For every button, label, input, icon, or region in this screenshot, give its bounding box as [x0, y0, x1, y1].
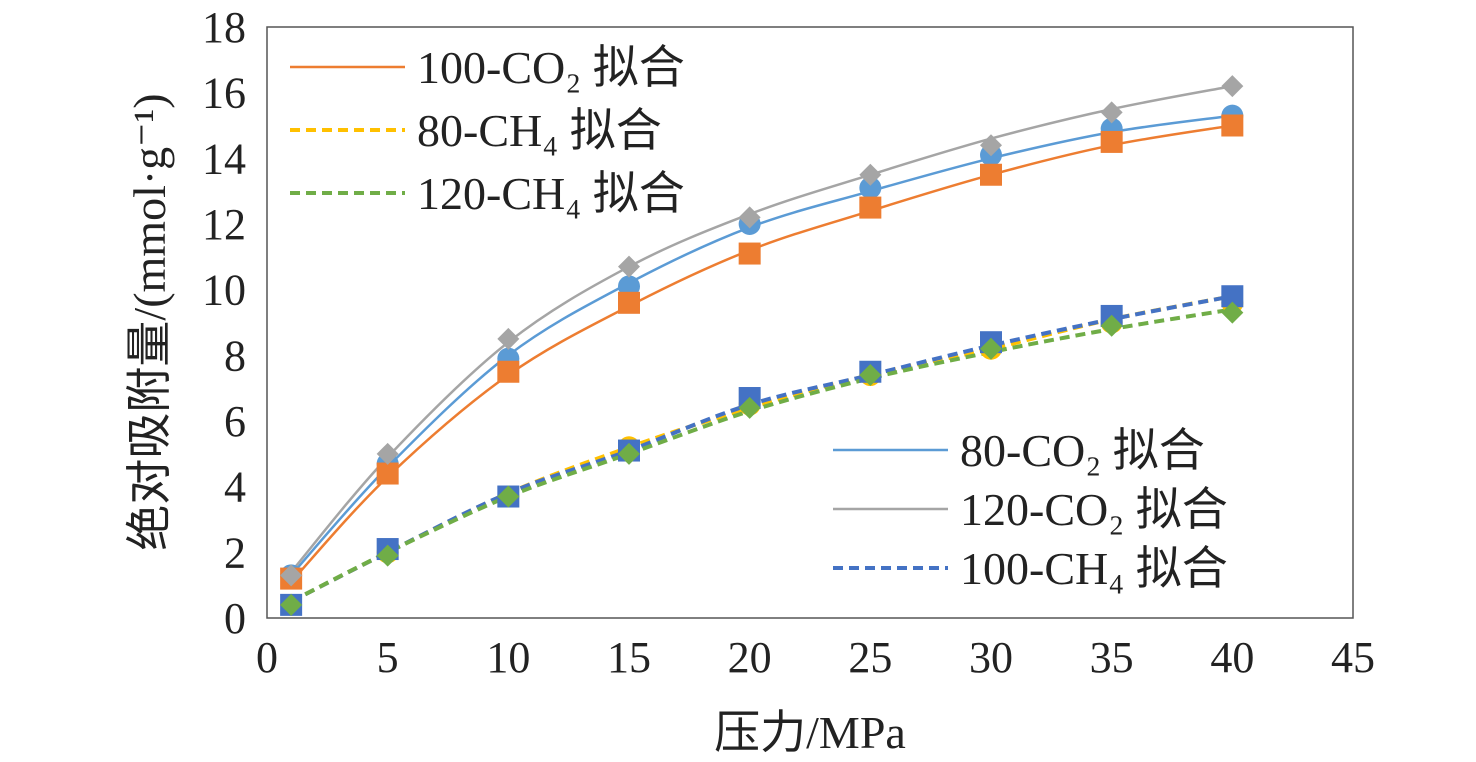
x-tick-labels: 0 5 10 15 20 25 30 35 40 45	[256, 633, 1375, 682]
x-tick-label: 10	[486, 633, 530, 682]
data-point	[1221, 301, 1244, 324]
data-point	[497, 360, 520, 383]
legend-label: 120-CO₂ 拟合	[960, 484, 1228, 535]
legend-label: 80-CH₄ 拟合	[417, 105, 662, 156]
legend-bottom-right: 80-CO₂ 拟合 120-CO₂ 拟合 100-CH₄ 拟合	[833, 425, 1228, 594]
data-point	[376, 462, 399, 485]
data-point	[1100, 130, 1123, 153]
data-point	[859, 196, 882, 219]
y-tick-label: 2	[224, 528, 246, 577]
y-tick-label: 0	[224, 594, 246, 643]
data-point	[1221, 75, 1244, 98]
legend-label: 120-CH₄ 拟合	[417, 168, 685, 219]
x-tick-label: 40	[1210, 633, 1254, 682]
data-point	[859, 163, 882, 186]
legend-label: 100-CO₂ 拟合	[417, 42, 685, 93]
data-point	[497, 485, 520, 508]
x-tick-label: 20	[728, 633, 772, 682]
data-point	[1100, 314, 1123, 337]
data-point	[1221, 285, 1244, 308]
x-axis-title: 压力/MPa	[714, 707, 906, 758]
data-point	[376, 442, 399, 465]
x-tick-label: 25	[848, 633, 892, 682]
data-point	[376, 544, 399, 567]
data-point	[738, 396, 761, 419]
data-point	[738, 242, 761, 265]
data-point	[618, 255, 640, 278]
legend-top-left: 100-CO₂ 拟合 80-CH₄ 拟合 120-CH₄ 拟合	[290, 42, 685, 219]
data-point	[1221, 114, 1244, 137]
data-point	[859, 176, 882, 199]
data-point	[859, 364, 882, 387]
data-point	[618, 291, 640, 314]
data-point	[738, 206, 761, 229]
data-point	[980, 163, 1002, 186]
legend-label: 80-CO₂ 拟合	[960, 425, 1205, 476]
y-tick-label: 10	[202, 266, 246, 315]
data-point	[618, 442, 640, 465]
data-point	[980, 134, 1002, 157]
data-point	[1100, 101, 1123, 124]
x-tick-label: 0	[256, 633, 278, 682]
y-tick-labels: 0 2 4 6 8 10 12 14 16 18	[202, 3, 246, 643]
x-tick-label: 30	[969, 633, 1013, 682]
legend-label: 100-CH₄ 拟合	[960, 543, 1228, 594]
y-tick-label: 16	[202, 69, 246, 118]
data-point	[497, 327, 520, 350]
x-tick-label: 5	[377, 633, 399, 682]
x-tick-label: 45	[1331, 633, 1375, 682]
y-tick-label: 4	[224, 463, 246, 512]
y-tick-label: 12	[202, 200, 246, 249]
x-tick-label: 35	[1090, 633, 1134, 682]
y-axis-title: 绝对吸附量/(mmol·g⁻¹)	[124, 93, 175, 550]
data-point	[280, 564, 303, 587]
y-tick-label: 14	[202, 134, 246, 183]
x-tick-label: 15	[607, 633, 651, 682]
y-tick-label: 6	[224, 397, 246, 446]
y-tick-label: 18	[202, 3, 246, 52]
y-tick-label: 8	[224, 331, 246, 380]
plot-frame	[266, 26, 1354, 619]
data-point	[280, 593, 303, 616]
data-markers	[280, 75, 1244, 616]
data-point	[980, 337, 1002, 360]
